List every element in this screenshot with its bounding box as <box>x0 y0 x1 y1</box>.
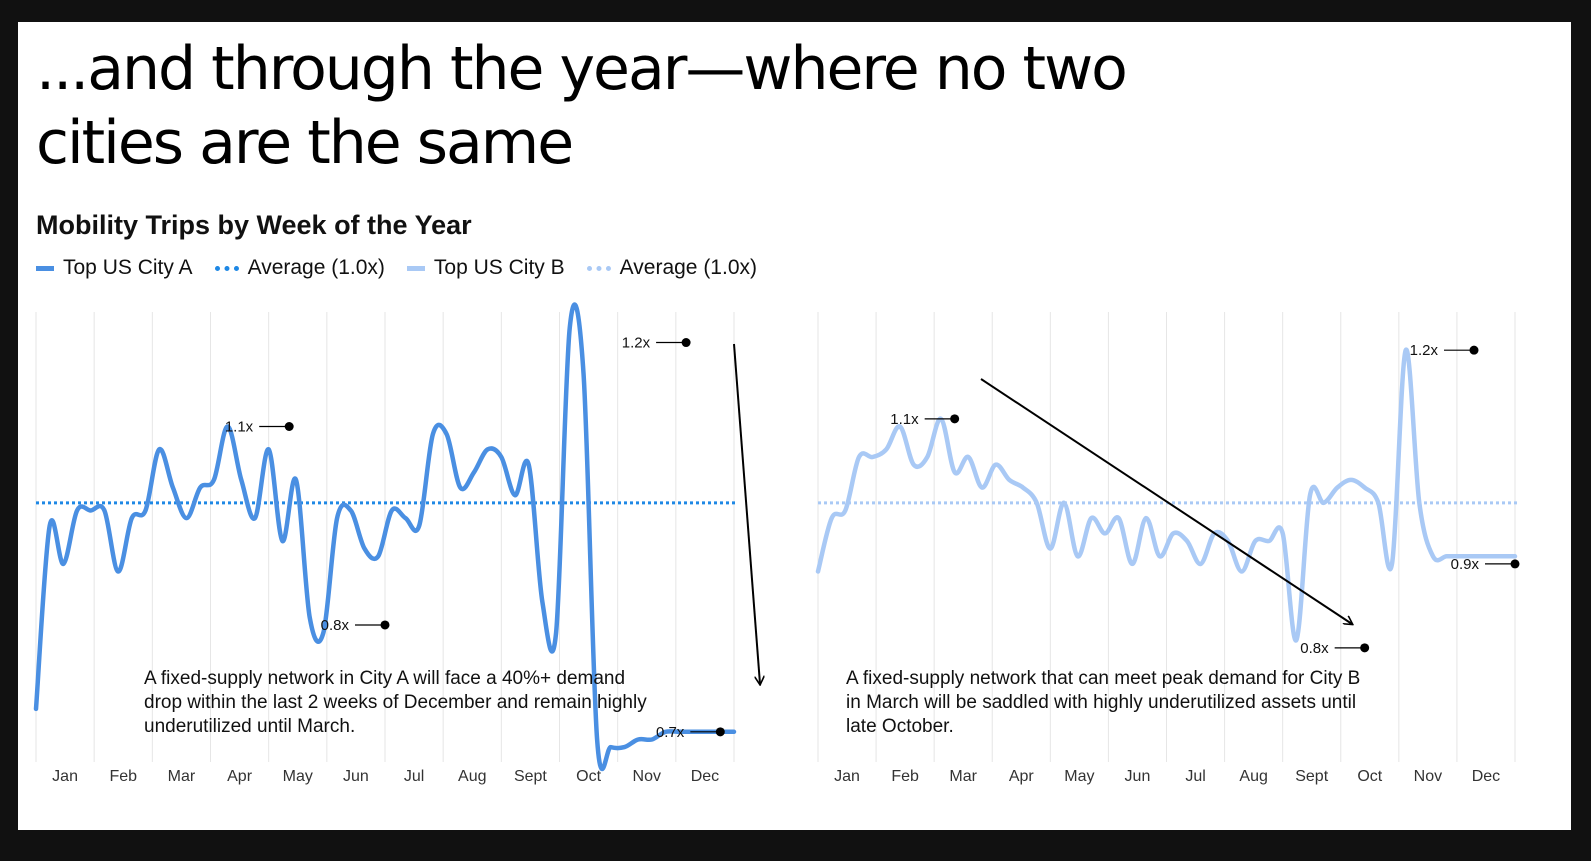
headline-line-1: ...and through the year—where no two <box>36 34 1128 104</box>
note-city-a: A fixed-supply network in City A will fa… <box>144 668 647 737</box>
x-tick-label: Mar <box>949 768 977 785</box>
x-tick-label: Jul <box>1185 768 1205 785</box>
x-tick-label: Jan <box>834 768 860 785</box>
chart-title: Mobility Trips by Week of the Year <box>36 210 472 240</box>
x-tick-label: Dec <box>691 768 719 785</box>
note-city-b: A fixed-supply network that can meet pea… <box>846 668 1361 737</box>
headline: ...and through the year—where no two cit… <box>36 32 1128 180</box>
legend-item-average-b: Average (1.0x) <box>586 256 757 280</box>
x-tick-label: Feb <box>891 768 919 785</box>
annotation-point <box>1469 345 1479 355</box>
annotation-label: 0.9x <box>1451 556 1480 573</box>
annotation-label: 1.2x <box>622 335 651 352</box>
x-tick-label: Jun <box>1125 768 1151 785</box>
headline-line-2: cities are the same <box>36 108 574 178</box>
x-tick-label: Apr <box>1009 768 1035 785</box>
annotation-label: 0.7x <box>656 724 685 741</box>
annotation-label: 0.8x <box>1300 640 1329 657</box>
trend-arrow <box>980 378 1352 624</box>
annotation-point <box>1510 559 1520 569</box>
x-tick-label: Sept <box>514 768 547 785</box>
x-tick-label: Sept <box>1295 768 1328 785</box>
x-tick-label: Nov <box>633 768 661 785</box>
trend-arrow <box>733 343 760 684</box>
annotation-point <box>284 422 294 431</box>
legend-label-city-b: Top US City B <box>433 256 565 279</box>
legend-label-average-b: Average (1.0x) <box>619 256 757 279</box>
annotation-point <box>681 338 691 348</box>
x-tick-label: Aug <box>458 768 486 785</box>
legend-swatch-average-a <box>214 265 239 271</box>
legend-swatch-average-b <box>586 265 611 271</box>
legend-item-city-a: Top US City A <box>36 256 193 280</box>
legend: Top US City A Average (1.0x) Top US City… <box>36 256 779 280</box>
x-tick-label: Nov <box>1414 768 1442 785</box>
legend-item-city-b: Top US City B <box>406 256 565 280</box>
x-tick-label: Jan <box>52 768 78 785</box>
annotation-label: 1.1x <box>225 419 254 436</box>
legend-item-average-a: Average (1.0x) <box>214 256 385 280</box>
x-tick-label: Mar <box>168 768 196 785</box>
annotation-label: 0.8x <box>321 617 350 634</box>
x-tick-label: May <box>283 768 313 785</box>
chart-panel-city-b: Jan Feb Mar Apr May Jun Jul Aug Sept Oct Nov Dec 1.1… <box>815 312 1520 785</box>
annotation-label: 1.1x <box>890 411 919 428</box>
annotation-label: 1.2x <box>1410 342 1439 359</box>
x-tick-label: Dec <box>1472 768 1500 785</box>
x-tick-label: Oct <box>576 768 601 785</box>
annotation-point <box>380 620 390 630</box>
x-tick-label: Apr <box>227 768 253 785</box>
legend-label-city-a: Top US City A <box>63 256 193 279</box>
legend-swatch-city-a <box>36 265 54 271</box>
annotation-point <box>715 727 725 737</box>
charts-canvas: Jan Feb Mar Apr May Jun Jul Aug Sept Oct Nov Dec 1.1… <box>33 302 1520 785</box>
legend-label-average-a: Average (1.0x) <box>247 256 385 279</box>
annotation-point <box>1360 643 1370 653</box>
x-tick-label: Feb <box>109 768 137 785</box>
chart-panel-city-a: Jan Feb Mar Apr May Jun Jul Aug Sept Oct Nov Dec 1.1… <box>33 302 760 785</box>
x-tick-label: Jun <box>343 768 369 785</box>
x-tick-label: May <box>1064 768 1094 785</box>
legend-swatch-city-b <box>406 265 425 271</box>
x-tick-label: Oct <box>1357 768 1382 785</box>
series-line-city-a <box>33 302 737 772</box>
annotation-point <box>950 414 960 424</box>
x-tick-label: Aug <box>1239 768 1267 785</box>
x-tick-label: Jul <box>404 768 424 785</box>
slide: ...and through the year—where no two cit… <box>18 22 1571 830</box>
